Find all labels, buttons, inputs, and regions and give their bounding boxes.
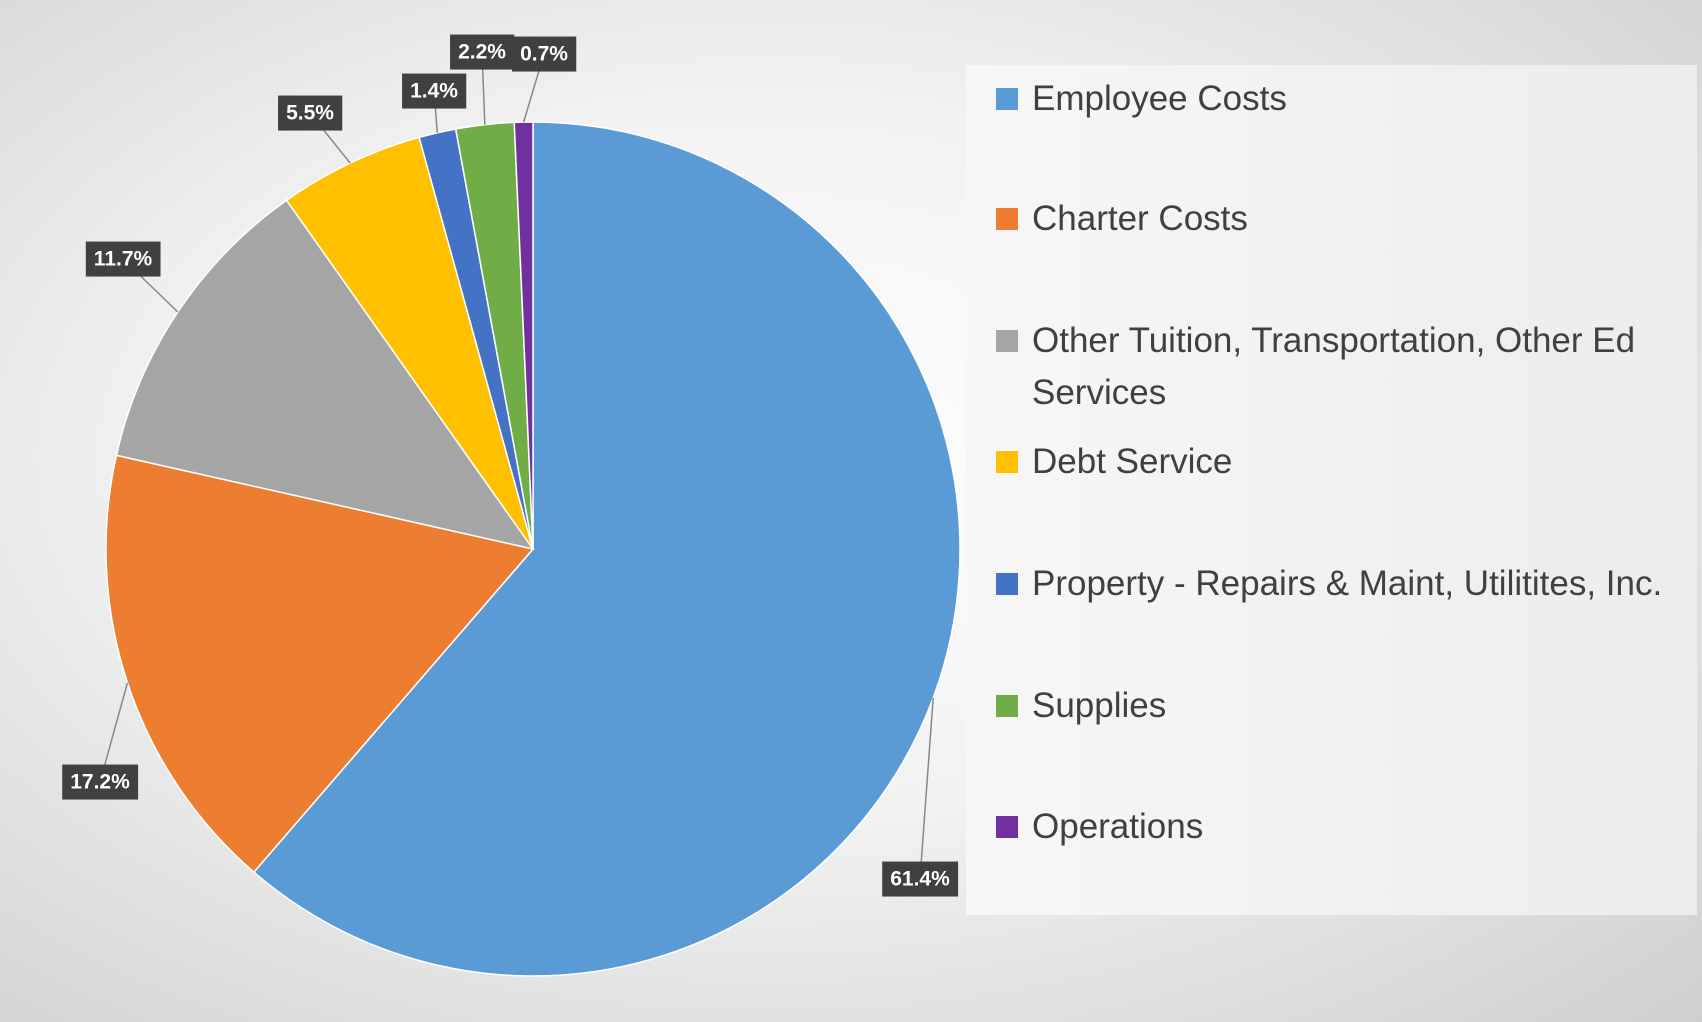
data-label-box xyxy=(85,241,161,277)
pie-slice xyxy=(285,136,534,550)
legend-item: Other Tuition, Transportation, Other Ed … xyxy=(996,315,1666,419)
data-label-box xyxy=(62,764,139,800)
legend-swatch xyxy=(996,208,1018,230)
data-label-text: 17.2% xyxy=(70,771,130,794)
data-label-text: 5.5% xyxy=(286,102,334,125)
data-label-box xyxy=(882,861,959,897)
data-label: 17.2% xyxy=(62,764,139,800)
legend-item: Operations xyxy=(996,801,1666,853)
data-label: 61.4% xyxy=(882,861,959,897)
legend-label: Property - Repairs & Maint, Utilitites, … xyxy=(1032,564,1663,603)
legend-label: Employee Costs xyxy=(1032,79,1287,118)
data-label: 0.7% xyxy=(512,36,577,72)
data-label-box xyxy=(402,73,467,109)
data-label: 5.5% xyxy=(278,95,343,131)
legend-item: Employee Costs xyxy=(996,73,1666,125)
legend-label: Operations xyxy=(1032,807,1204,846)
pie-slice xyxy=(115,199,535,551)
data-label-box xyxy=(450,34,515,70)
legend-label: Debt Service xyxy=(1032,442,1233,481)
data-label: 1.4% xyxy=(402,73,467,109)
legend-item: Supplies xyxy=(996,680,1666,732)
data-label-text: 2.2% xyxy=(458,41,506,64)
legend: Employee Costs Charter Costs Other Tuition… xyxy=(966,65,1697,915)
legend-item: Property - Repairs & Maint, Utilitites, … xyxy=(996,558,1666,610)
legend-swatch xyxy=(996,573,1018,595)
legend-label: Charter Costs xyxy=(1032,199,1248,238)
legend-swatch xyxy=(996,695,1018,717)
data-label: 2.2% xyxy=(450,34,515,70)
data-label: 11.7% xyxy=(85,241,161,277)
data-label-box xyxy=(278,95,343,131)
data-label-box xyxy=(512,36,577,72)
legend-item: Debt Service xyxy=(996,436,1666,488)
legend-swatch xyxy=(996,451,1018,473)
legend-swatch xyxy=(996,330,1018,352)
legend-item: Charter Costs xyxy=(996,193,1666,245)
leader-line xyxy=(919,697,934,880)
legend-label: Other Tuition, Transportation, Other Ed … xyxy=(1032,321,1636,412)
legend-swatch xyxy=(996,816,1018,838)
legend-label: Supplies xyxy=(1032,686,1167,725)
data-label-text: 0.7% xyxy=(520,43,568,66)
pie-slice xyxy=(105,454,535,874)
data-label-text: 11.7% xyxy=(94,248,153,271)
data-label-text: 1.4% xyxy=(410,80,458,103)
legend-swatch xyxy=(996,88,1018,110)
data-label-text: 61.4% xyxy=(890,868,950,891)
